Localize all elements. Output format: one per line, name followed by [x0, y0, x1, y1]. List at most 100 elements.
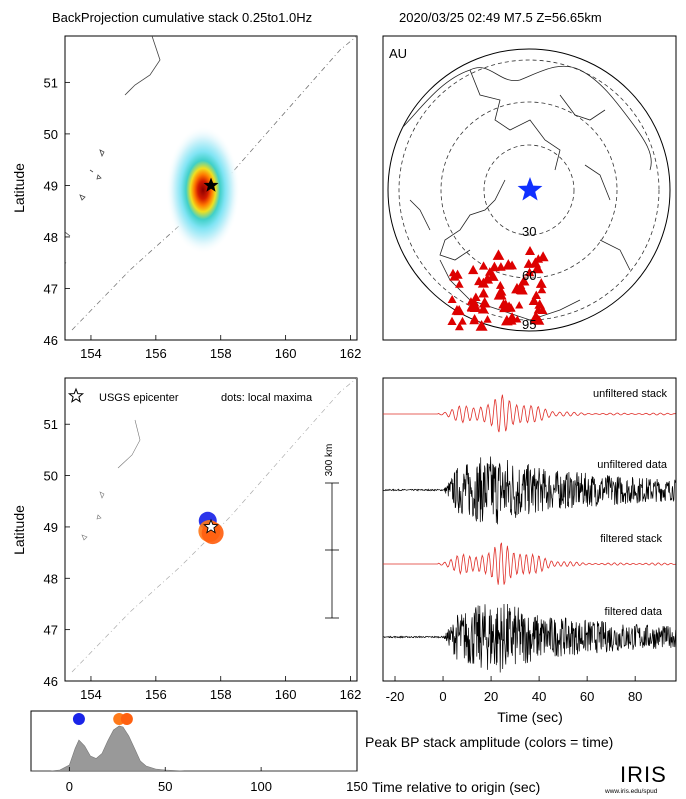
map2-coastline	[117, 419, 141, 469]
station-triangle-icon	[496, 290, 507, 300]
x-tick-label: 100	[250, 779, 272, 794]
y-tick-label: 50	[44, 127, 58, 142]
legend-usgs-epicenter: USGS epicenter	[99, 392, 179, 404]
map1-coastline	[124, 36, 161, 96]
hist-frame	[30, 710, 358, 772]
map2-panel: USGS epicenter dots: local maxima 300 km…	[44, 377, 362, 702]
x-tick-label: 154	[80, 687, 102, 702]
traces-xlabel: Time (sec)	[497, 709, 563, 725]
station-triangle-icon	[489, 261, 500, 272]
map2-ylabel: Latitude	[11, 505, 27, 555]
ring-label-30: 30	[522, 224, 536, 239]
legend-local-maxima: dots: local maxima	[221, 392, 313, 404]
x-tick-label: -20	[386, 689, 405, 704]
x-tick-label: 162	[340, 346, 362, 361]
x-tick-label: 160	[275, 346, 297, 361]
map2-epicenter-star-icon	[203, 518, 219, 534]
station-triangle-icon	[449, 271, 460, 281]
station-triangle-icon	[502, 259, 515, 270]
station-triangle-icon	[478, 261, 489, 270]
logo-text: IRIS	[620, 762, 667, 787]
map1-ylabel: Latitude	[11, 163, 27, 213]
station-triangle-icon	[492, 249, 505, 260]
backprojection-heatmap	[166, 126, 240, 254]
x-tick-label: 162	[340, 687, 362, 702]
x-tick-label: 160	[275, 687, 297, 702]
station-triangle-icon	[524, 267, 535, 277]
globe-panel: AU 30 60 95	[382, 35, 677, 341]
station-triangles	[447, 246, 549, 331]
label-filtered-data: filtered data	[605, 606, 663, 618]
peak-time-dot	[72, 713, 85, 725]
filtered-stack-trace	[383, 542, 676, 585]
y-tick-label: 46	[44, 333, 58, 348]
y-tick-label: 47	[44, 281, 58, 296]
station-triangle-icon	[525, 246, 535, 255]
station-triangle-icon	[478, 288, 489, 298]
station-triangle-icon	[478, 296, 491, 308]
station-triangle-icon	[531, 290, 541, 299]
map1-panel: 154 156 158 160 162 51 50 49 48 47 46	[44, 35, 362, 361]
station-triangle-icon	[453, 305, 465, 316]
x-tick-label: 0	[66, 779, 73, 794]
station-triangle-icon	[447, 316, 457, 325]
station-triangle-icon	[469, 297, 480, 307]
station-triangle-icon	[458, 316, 467, 325]
x-tick-label: 50	[158, 779, 172, 794]
unfiltered-data-trace	[382, 456, 677, 525]
station-triangle-icon	[470, 314, 480, 323]
x-tick-label: 158	[210, 687, 232, 702]
globe-epicenter-star-icon	[517, 177, 543, 201]
scale-bar-label: 300 km	[324, 444, 335, 477]
station-triangle-icon	[535, 278, 547, 288]
map1-trench-line	[71, 36, 357, 331]
station-triangle-icon	[503, 301, 515, 312]
y-tick-label: 49	[44, 178, 58, 193]
station-triangle-icon	[466, 302, 476, 311]
traces-frame	[382, 377, 677, 682]
y-tick-label: 47	[44, 623, 58, 638]
station-triangle-icon	[454, 322, 464, 331]
hist-xlabel: Time relative to origin (sec)	[372, 779, 540, 795]
station-triangle-icon	[515, 301, 524, 309]
station-triangle-icon	[468, 264, 479, 275]
traces-panel: unfiltered stack unfiltered data filtere…	[382, 377, 677, 704]
map1-islands	[79, 149, 105, 201]
station-triangle-icon	[455, 279, 464, 288]
map2-islands	[81, 491, 105, 541]
peak-time-dot	[120, 713, 133, 725]
station-triangle-icon	[533, 315, 545, 325]
station-triangle-icon	[475, 319, 488, 331]
station-triangle-icon	[528, 295, 540, 305]
station-triangle-icon	[518, 275, 530, 286]
label-unfiltered-data: unfiltered data	[597, 459, 668, 471]
x-tick-label: 150	[346, 779, 368, 794]
x-tick-label: 156	[145, 687, 167, 702]
x-tick-label: 60	[580, 689, 594, 704]
station-triangle-icon	[515, 286, 524, 295]
station-triangle-icon	[477, 277, 489, 288]
map2-trench-line	[71, 378, 357, 673]
distance-ring-60	[440, 101, 618, 279]
station-triangle-icon	[495, 280, 505, 289]
y-tick-label: 46	[44, 674, 58, 689]
iris-logo: IRIS www.iris.edu/spud	[604, 762, 667, 795]
y-tick-label: 51	[44, 75, 58, 90]
station-triangle-icon	[483, 315, 492, 323]
y-tick-label: 48	[44, 230, 58, 245]
x-tick-label: 0	[439, 689, 446, 704]
x-tick-label: 154	[80, 346, 102, 361]
globe-coastlines	[399, 65, 652, 321]
x-tick-label: 40	[532, 689, 546, 704]
y-tick-label: 49	[44, 520, 58, 535]
station-triangle-icon	[506, 311, 518, 323]
ring-label-95: 95	[522, 317, 536, 332]
logo-subtext: www.iris.edu/spud	[604, 788, 658, 795]
y-tick-label: 48	[44, 571, 58, 586]
map1-epicenter-star-icon	[203, 177, 219, 192]
station-triangle-icon	[537, 251, 549, 262]
station-triangle-icon	[447, 294, 457, 303]
y-tick-label: 50	[44, 469, 58, 484]
x-tick-label: 80	[628, 689, 642, 704]
